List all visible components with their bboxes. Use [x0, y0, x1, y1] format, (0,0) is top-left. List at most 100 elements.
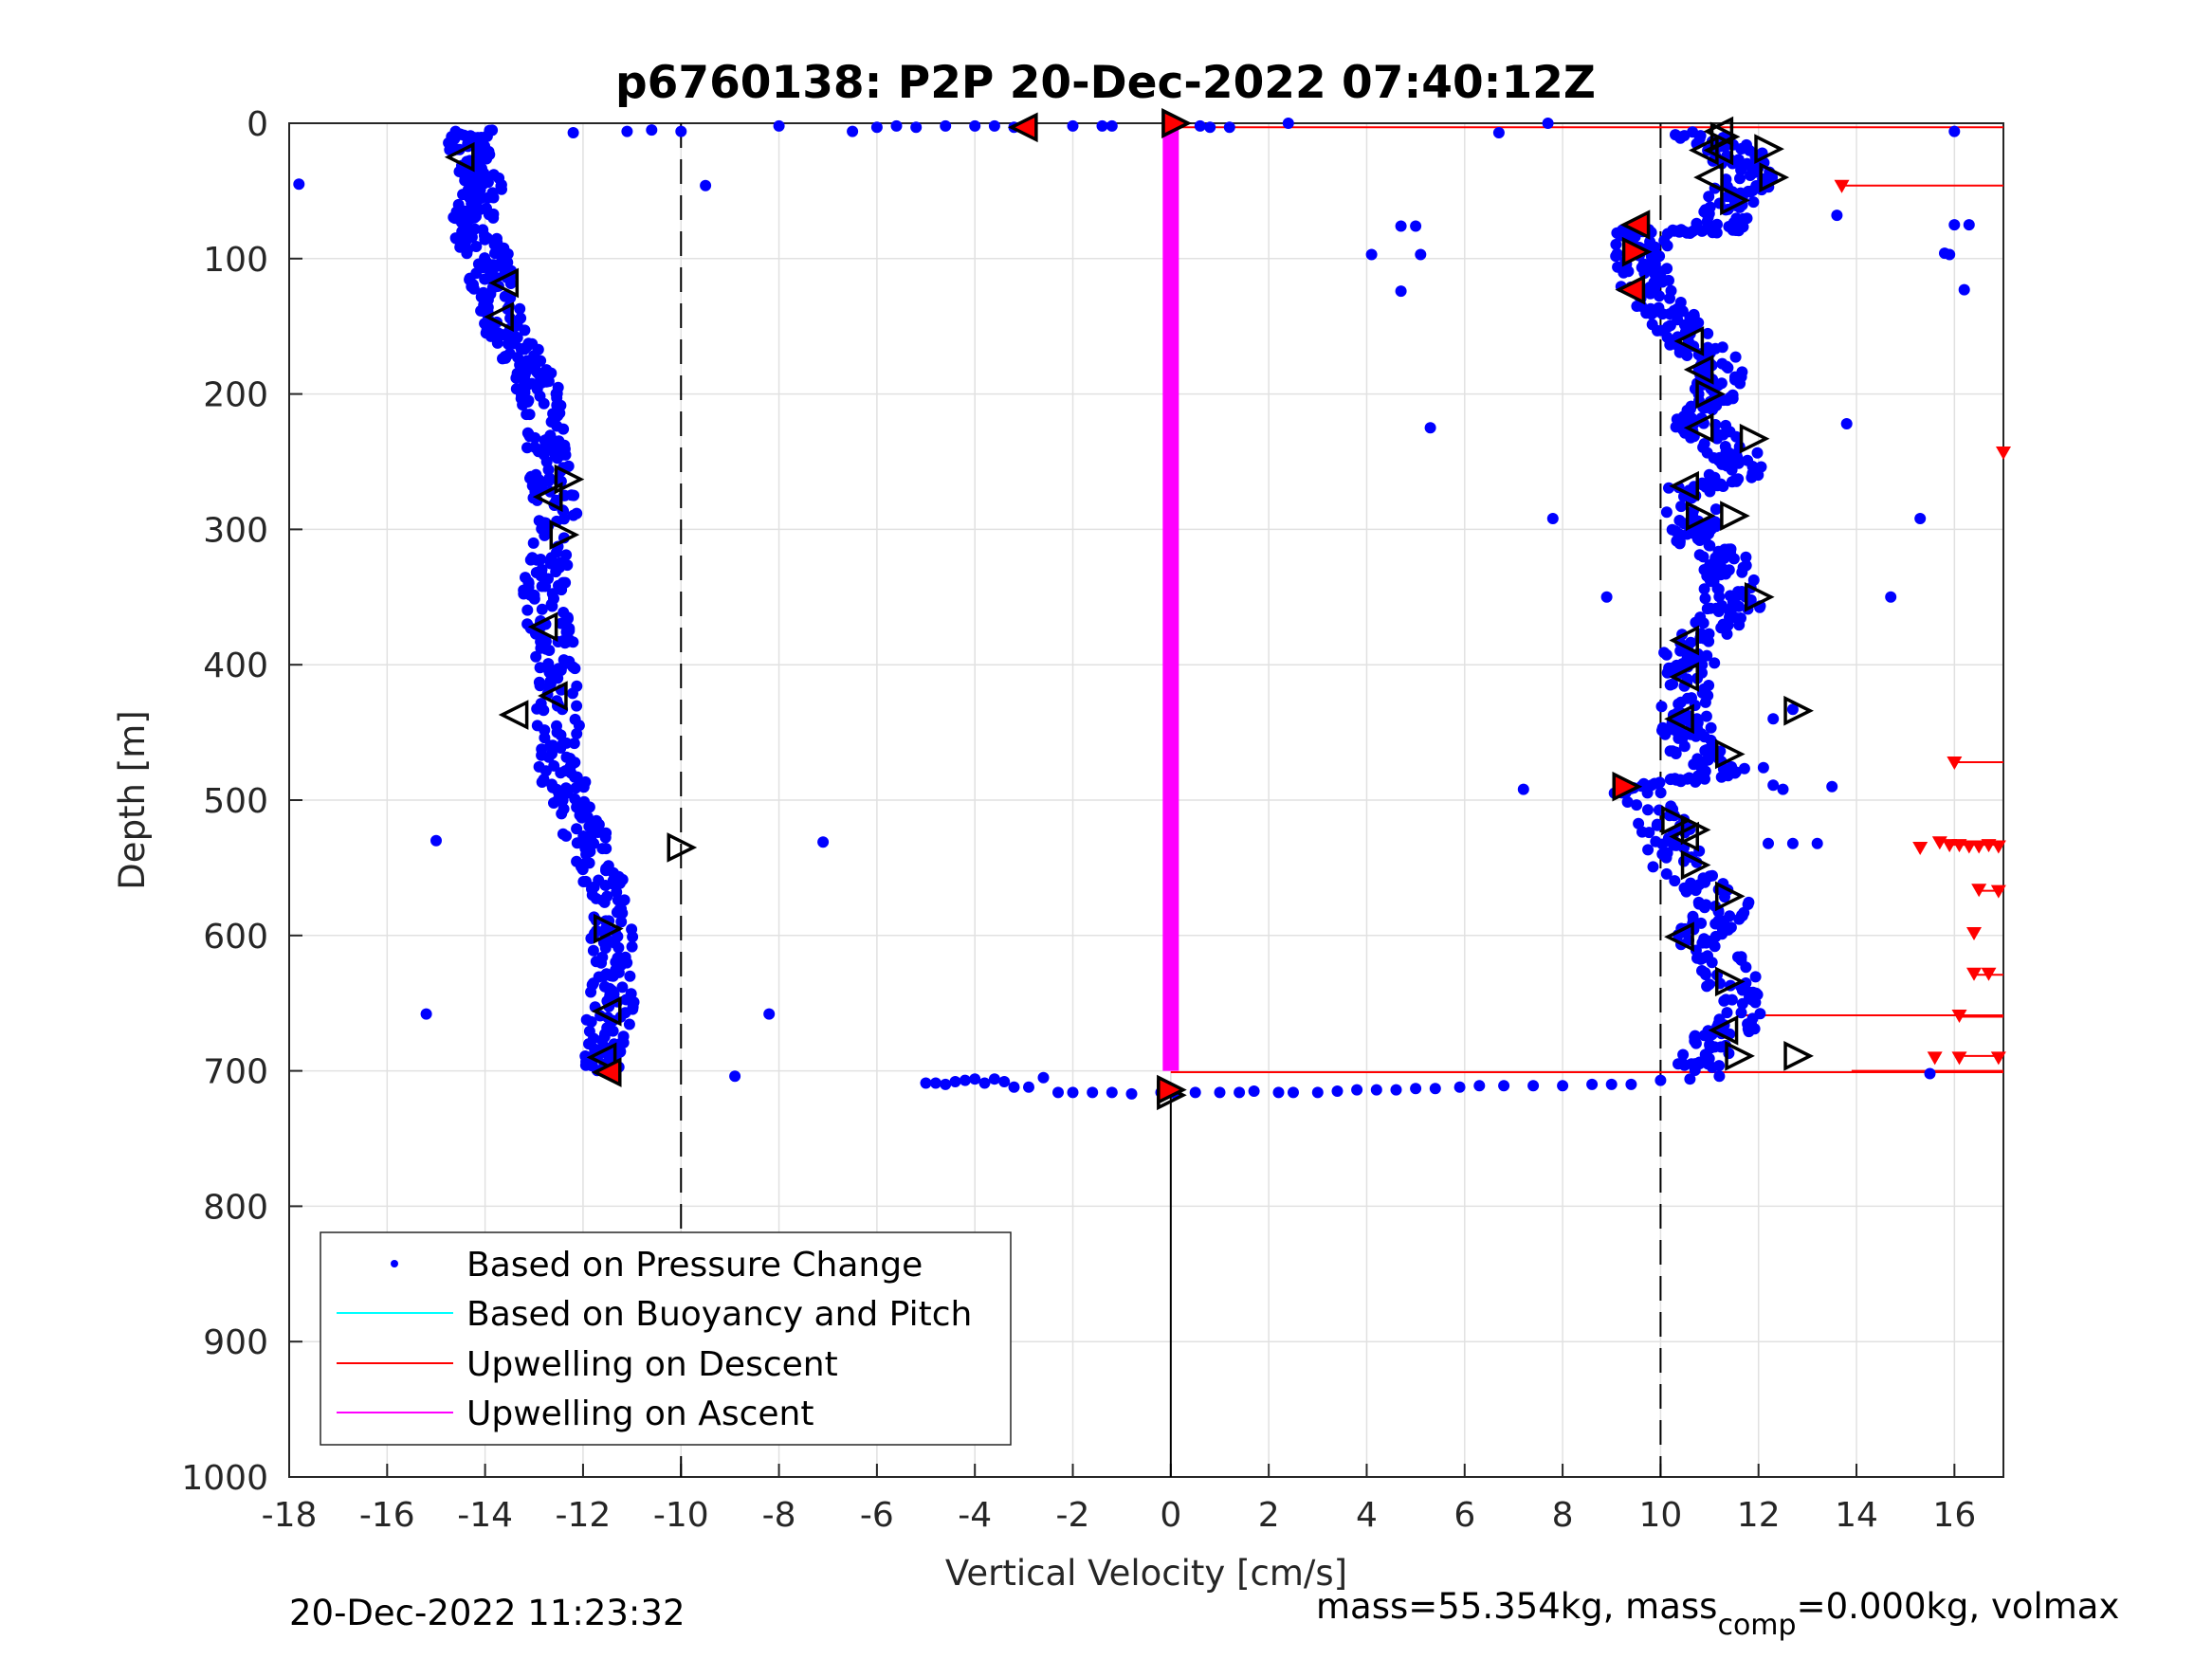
pressure-change-point [1667, 745, 1678, 757]
pressure-change-point [1701, 649, 1713, 662]
left-triangle-marker [1669, 470, 1699, 501]
pressure-change-point [929, 1077, 941, 1089]
left-triangle-marker [1664, 921, 1694, 953]
pressure-change-point [550, 442, 562, 453]
upwelling-descent-marker [1927, 1051, 1943, 1066]
pressure-change-point [1729, 351, 1742, 363]
pressure-change-point [1948, 125, 1961, 137]
pressure-change-point [536, 749, 548, 761]
pressure-change-point [1331, 1085, 1344, 1097]
right-triangle-marker [1714, 881, 1746, 912]
pressure-change-point [1732, 951, 1744, 963]
pressure-change-point [1248, 1085, 1260, 1097]
pressure-change-point [1697, 952, 1709, 964]
pressure-change-point [616, 981, 629, 994]
pressure-change-point [587, 944, 599, 957]
pressure-change-point [478, 177, 490, 190]
pressure-change-point [1674, 774, 1687, 786]
pressure-change-point [1650, 835, 1662, 848]
pressure-change-point [527, 537, 539, 549]
pressure-change-point [1631, 301, 1643, 312]
right-triangle-marker [1720, 185, 1750, 216]
pressure-change-point [567, 127, 579, 138]
pressure-change-point [1702, 629, 1713, 641]
pressure-change-point [293, 178, 305, 191]
pressure-change-point [1685, 877, 1697, 889]
pressure-change-point [542, 662, 555, 674]
pressure-change-point [1723, 447, 1735, 459]
pressure-change-point [1713, 1070, 1726, 1083]
pressure-change-point [548, 759, 560, 772]
pressure-change-point [536, 603, 548, 615]
left-triangle-marker [1708, 1014, 1739, 1046]
pressure-change-point [1643, 284, 1655, 297]
x-tick-label: -14 [457, 1496, 513, 1535]
pressure-change-point [1665, 284, 1677, 297]
upwelling-descent-marker [1951, 1010, 1967, 1024]
y-tick-label: 200 [203, 376, 268, 415]
pressure-change-point [1189, 1086, 1201, 1099]
pressure-change-point [556, 584, 568, 596]
upwelling-descent-marker [1990, 884, 2006, 899]
pressure-change-point [1008, 1081, 1020, 1093]
pressure-change-point [1725, 921, 1737, 934]
pressure-change-point [1737, 561, 1749, 574]
pressure-change-point [1675, 501, 1688, 513]
pressure-change-point [1712, 556, 1724, 568]
legend-label-buoyancy: Based on Buoyancy and Pitch [466, 1295, 972, 1334]
y-tick-label: 700 [203, 1053, 268, 1092]
pressure-change-point [1692, 896, 1705, 908]
pressure-change-point [1742, 454, 1754, 466]
red-triangle-marker [1615, 274, 1646, 305]
pressure-change-point [626, 923, 638, 936]
left-triangle-marker [538, 681, 568, 711]
pressure-change-point [550, 388, 562, 400]
right-triangle-marker [1754, 134, 1784, 164]
pressure-change-point [546, 600, 558, 612]
red-triangle-marker [1612, 771, 1643, 802]
pressure-change-point [1680, 885, 1692, 898]
pressure-change-point [1642, 804, 1654, 816]
pressure-change-point [503, 348, 516, 359]
pressure-change-point [1732, 457, 1745, 469]
red-triangle-marker [1621, 236, 1653, 267]
pressure-change-point [558, 803, 570, 815]
pressure-change-point [563, 625, 576, 637]
upwelling-descent-marker [1966, 967, 1983, 981]
pressure-change-point [1424, 422, 1436, 434]
pressure-change-point [1722, 770, 1734, 782]
pressure-change-point [1699, 592, 1711, 605]
pressure-change-point [847, 125, 859, 137]
pressure-change-point [1612, 261, 1624, 273]
chart-title: p6760138: P2P 20-Dec-2022 07:40:12Z [615, 57, 1596, 109]
x-tick-label: -12 [556, 1496, 612, 1535]
x-tick-label: 16 [1932, 1496, 1976, 1535]
pressure-change-point [1429, 1083, 1441, 1095]
footer-mass-info: mass=55.354kg, masscomp=0.000kg, volmax [1316, 1586, 2119, 1642]
pressure-change-point [458, 205, 470, 217]
pressure-change-point [969, 119, 981, 132]
pressure-change-point [1701, 216, 1713, 228]
pressure-change-point [555, 767, 567, 779]
pressure-change-point [1684, 1073, 1696, 1085]
pressure-change-point [1741, 212, 1753, 225]
red-triangle-marker [1007, 112, 1038, 143]
pressure-change-point [502, 337, 514, 350]
pressure-change-point [1703, 191, 1715, 203]
pressure-change-point [546, 742, 558, 755]
pressure-change-point [600, 865, 612, 877]
y-tick-label: 300 [203, 511, 268, 550]
pressure-change-point [1752, 469, 1764, 482]
pressure-change-point [773, 119, 785, 132]
upwelling-series [1162, 123, 2011, 1074]
left-triangle-marker [1703, 135, 1734, 166]
pressure-change-point [531, 720, 543, 732]
pressure-change-point [1786, 703, 1799, 716]
footer-mass-sub: comp [1717, 1609, 1796, 1642]
pressure-change-point [1704, 870, 1716, 883]
pressure-change-point [535, 554, 547, 565]
legend-label-ascent: Upwelling on Ascent [466, 1395, 814, 1433]
left-triangle-marker [484, 301, 514, 333]
pressure-change-point [1655, 324, 1668, 337]
